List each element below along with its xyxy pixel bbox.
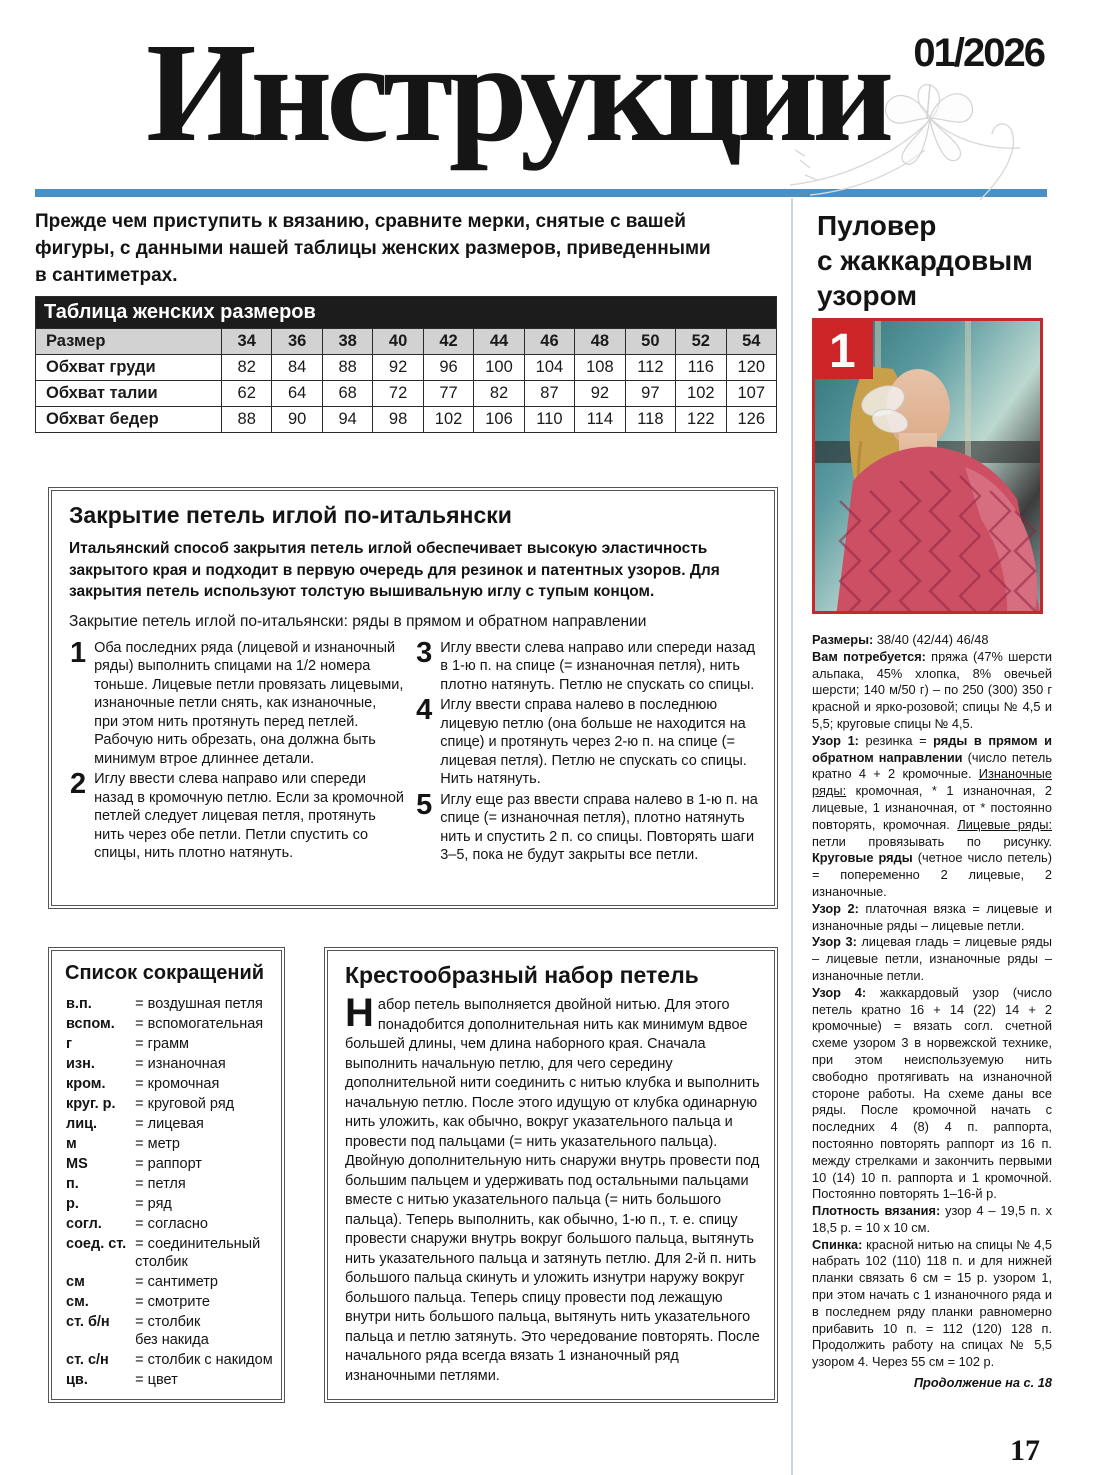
svg-text:1: 1 bbox=[829, 325, 856, 378]
